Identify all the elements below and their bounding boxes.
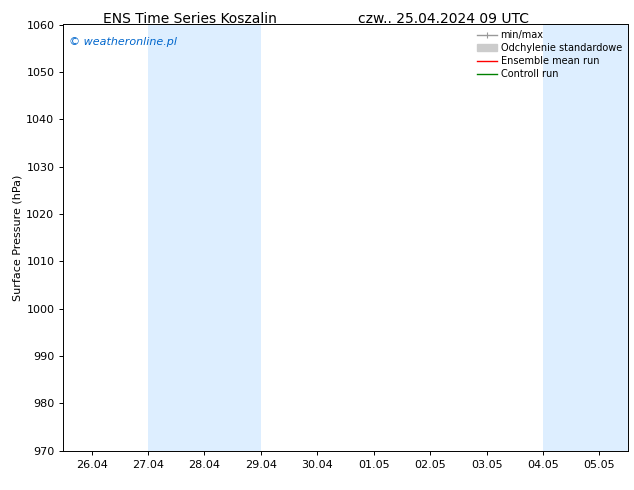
Bar [148, 24, 261, 451]
Y-axis label: Surface Pressure (hPa): Surface Pressure (hPa) [12, 174, 22, 301]
Bar [543, 24, 634, 451]
Text: © weatheronline.pl: © weatheronline.pl [69, 37, 177, 48]
Text: ENS Time Series Koszalin: ENS Time Series Koszalin [103, 12, 277, 26]
Legend: min/max, Odchylenie standardowe, Ensemble mean run, Controll run: min/max, Odchylenie standardowe, Ensembl… [474, 26, 626, 83]
Text: czw.. 25.04.2024 09 UTC: czw.. 25.04.2024 09 UTC [358, 12, 529, 26]
